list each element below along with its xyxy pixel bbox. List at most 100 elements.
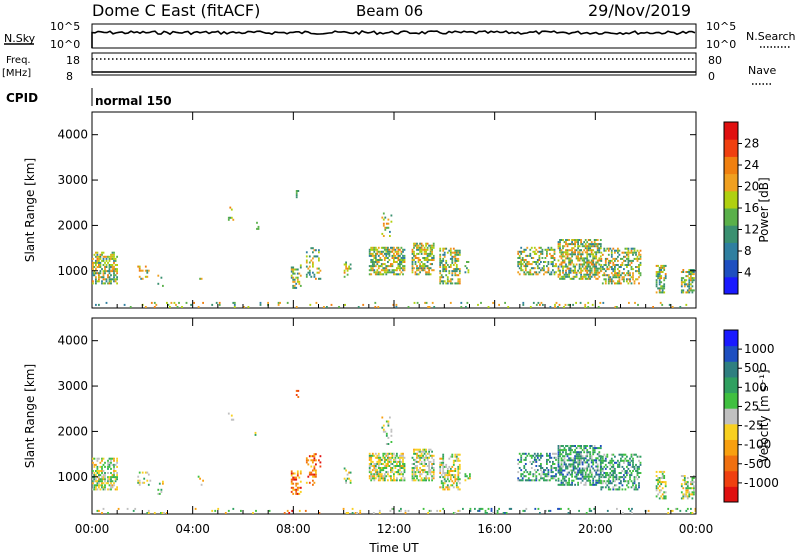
echo-cell	[319, 277, 322, 280]
echo-cell	[585, 512, 588, 514]
echo-cell	[577, 473, 579, 476]
echo-cell	[166, 301, 168, 304]
echo-cell	[618, 280, 621, 283]
echo-cell	[402, 261, 404, 263]
echo-cell	[618, 476, 621, 479]
echo-cell	[630, 465, 633, 468]
echo-cell	[586, 241, 589, 244]
echo-cell	[633, 249, 636, 252]
echo-cell	[411, 250, 414, 253]
echo-cell	[190, 303, 192, 306]
echo-cell	[584, 273, 587, 276]
echo-cell	[114, 278, 117, 281]
echo-cell	[382, 479, 385, 482]
echo-cell	[691, 291, 694, 294]
echo-cell	[693, 273, 695, 276]
velocity-colorbar-tick: -25	[744, 419, 764, 433]
echo-cell	[595, 447, 598, 450]
echo-cell	[432, 259, 435, 261]
echo-cell	[411, 456, 414, 459]
echo-cell	[307, 267, 310, 270]
echo-cell	[138, 479, 141, 482]
echo-cell	[627, 278, 630, 281]
echo-cell	[627, 461, 630, 464]
echo-cell	[343, 477, 346, 480]
echo-cell	[92, 257, 94, 260]
echo-cell	[396, 246, 398, 249]
echo-cell	[633, 467, 636, 470]
echo-cell	[629, 457, 631, 460]
echo-cell	[417, 450, 420, 453]
echo-cell	[623, 461, 625, 464]
echo-cell	[587, 479, 590, 482]
echo-cell	[396, 463, 398, 465]
echo-cell	[601, 467, 604, 470]
echo-cell	[660, 481, 663, 484]
echo-cell	[623, 467, 625, 470]
echo-cell	[387, 436, 390, 439]
echo-cell	[593, 267, 596, 270]
echo-cell	[617, 478, 619, 481]
echo-cell	[532, 250, 535, 253]
echo-cell	[569, 469, 572, 472]
echo-cell	[104, 255, 106, 258]
echo-cell	[536, 265, 539, 268]
echo-cell	[233, 301, 236, 304]
echo-cell	[396, 477, 398, 480]
echo-cell	[402, 467, 404, 469]
echo-cell	[633, 453, 636, 456]
echo-cell	[95, 486, 97, 489]
echo-cell	[113, 484, 115, 487]
echo-cell	[296, 268, 299, 271]
echo-cell	[584, 261, 587, 264]
echo-cell	[658, 481, 661, 484]
echo-cell	[370, 471, 373, 474]
echo-cell	[639, 463, 642, 466]
echo-cell	[526, 261, 529, 263]
echo-cell	[457, 474, 460, 477]
echo-cell	[185, 301, 188, 304]
echo-cell	[423, 471, 426, 474]
echo-cell	[575, 457, 578, 460]
echo-cell	[674, 507, 677, 510]
echo-cell	[586, 455, 589, 458]
echo-cell	[414, 458, 417, 461]
echo-cell	[92, 280, 94, 283]
echo-cell	[685, 303, 688, 306]
echo-cell	[370, 265, 373, 268]
echo-cell	[498, 507, 500, 510]
echo-cell	[169, 306, 171, 308]
echo-cell	[111, 486, 114, 489]
echo-cell	[448, 465, 451, 468]
echo-cell	[454, 249, 457, 252]
echo-cell	[655, 271, 658, 273]
echo-cell	[422, 244, 424, 247]
echo-cell	[448, 280, 451, 283]
echo-cell	[372, 512, 375, 514]
echo-cell	[420, 242, 423, 245]
echo-cell	[562, 277, 564, 280]
echo-cell	[420, 460, 423, 463]
echo-cell	[477, 509, 479, 512]
echo-cell	[416, 265, 418, 268]
echo-cell	[532, 479, 535, 482]
echo-cell	[559, 249, 561, 252]
echo-cell	[413, 477, 415, 480]
echo-cell	[623, 476, 625, 479]
echo-cell	[440, 280, 443, 283]
echo-cell	[599, 243, 602, 246]
echo-cell	[426, 458, 429, 461]
echo-cell	[604, 257, 607, 260]
echo-cell	[604, 476, 607, 479]
echo-cell	[655, 475, 658, 477]
echo-cell	[524, 469, 527, 472]
echo-cell	[403, 254, 406, 257]
echo-cell	[592, 459, 595, 462]
echo-cell	[660, 269, 663, 271]
echo-cell	[290, 474, 293, 477]
echo-cell	[93, 486, 96, 489]
echo-cell	[413, 301, 416, 304]
echo-cell	[609, 482, 612, 485]
echo-cell	[420, 267, 423, 270]
echo-cell	[417, 273, 420, 276]
